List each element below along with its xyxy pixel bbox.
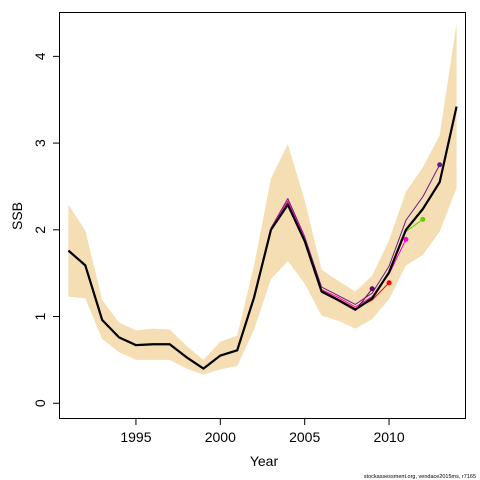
x-tick-label-2010: 2010 bbox=[373, 429, 404, 445]
y-tick-label-1: 1 bbox=[32, 312, 48, 320]
end-point-2013 bbox=[437, 162, 443, 168]
series-line-5 bbox=[405, 218, 424, 232]
y-axis-title: SSB bbox=[9, 202, 25, 230]
y-axis: 0 1 2 3 4 bbox=[32, 52, 60, 407]
end-point-2011 bbox=[403, 236, 409, 242]
x-tick-label-1995: 1995 bbox=[120, 429, 151, 445]
end-point-2010 bbox=[386, 280, 392, 286]
x-tick-label-2000: 2000 bbox=[205, 429, 236, 445]
y-tick-label-3: 3 bbox=[32, 139, 48, 147]
confidence-band-layer bbox=[68, 23, 457, 375]
y-tick-label-0: 0 bbox=[32, 399, 48, 407]
x-tick-label-2005: 2005 bbox=[289, 429, 320, 445]
series-line-0 bbox=[67, 106, 458, 370]
end-point-2012 bbox=[420, 216, 426, 222]
y-tick-label-4: 4 bbox=[32, 52, 48, 60]
end-points-layer bbox=[369, 162, 443, 292]
confidence-band bbox=[68, 23, 457, 375]
y-tick-label-2: 2 bbox=[32, 226, 48, 234]
x-axis-title: Year bbox=[250, 453, 279, 469]
series-layer bbox=[67, 106, 458, 370]
plot-frame bbox=[59, 12, 466, 419]
footer-credit: stockassessment.org, vendace2015ms, r716… bbox=[364, 474, 476, 480]
x-axis: 1995 2000 2005 2010 bbox=[120, 418, 405, 445]
end-point-2009 bbox=[369, 286, 375, 292]
